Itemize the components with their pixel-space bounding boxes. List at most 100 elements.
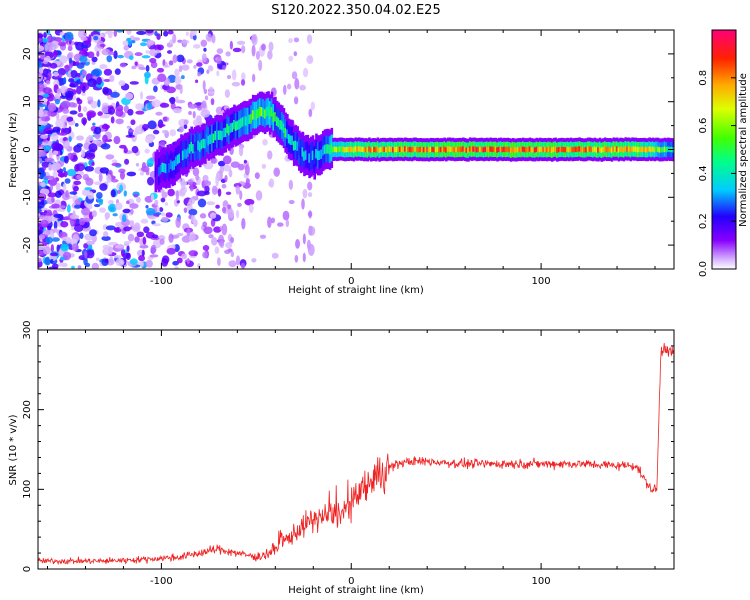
spectrogram-xtick-label: 0	[348, 276, 354, 287]
spectrogram-noise-blob	[282, 210, 290, 221]
spectrogram-noise-blob	[38, 229, 42, 235]
spectrogram-ridge-core	[339, 146, 342, 152]
spectrogram-noise-blob	[168, 233, 174, 243]
spectrogram-noise-blob	[52, 126, 61, 132]
spectrogram-noise-blob	[293, 51, 298, 57]
spectrogram-ridge-core	[318, 150, 322, 160]
spectrogram-noise-blob	[114, 68, 121, 75]
spectrogram-noise-blob	[225, 191, 232, 196]
spectrogram-noise-blob	[145, 95, 156, 100]
spectrogram-noise-blob	[307, 211, 313, 218]
spectrogram-noise-blob	[81, 92, 86, 96]
spectrogram-noise-blob	[44, 175, 55, 179]
spectrogram-ridge-core	[349, 146, 352, 152]
spectrogram-noise-blob	[294, 254, 299, 263]
spectrogram-noise-blob	[167, 50, 173, 54]
spectrogram-noise-blob	[150, 61, 158, 69]
spectrogram-noise-blob	[195, 79, 199, 84]
spectrogram-noise-blob	[46, 35, 54, 44]
spectrogram-noise-blob	[110, 189, 116, 198]
spectrogram-ridge-core	[453, 147, 457, 153]
spectrogram-noise-blob	[42, 87, 52, 94]
spectrogram-noise-blob	[288, 38, 293, 44]
spectrogram-noise-blob	[103, 78, 111, 83]
spectrogram-noise-blob	[94, 181, 102, 186]
spectrogram-ridge-core	[238, 119, 241, 130]
spectrogram-noise-blob	[291, 71, 298, 80]
spectrogram-noise-blob	[201, 100, 207, 109]
spectrogram-ridge-core	[419, 146, 422, 153]
spectrogram-noise-blob	[138, 66, 147, 70]
spectrogram-noise-blob	[108, 246, 113, 255]
spectrogram-noise-blob	[310, 101, 316, 111]
spectrogram-noise-blob	[166, 247, 176, 255]
spectrogram-noise-blob	[145, 50, 150, 54]
spectrogram-noise-blob	[45, 80, 51, 85]
spectrogram-ridge-core	[638, 146, 641, 153]
spectrogram-noise-blob	[56, 112, 60, 121]
spectrogram-ridge-core	[552, 146, 556, 153]
spectrogram-ridge-core	[520, 147, 523, 153]
spectrogram-ridge-core	[443, 146, 446, 152]
spectrogram-noise-blob	[99, 183, 108, 191]
spectrogram-noise-blob	[98, 199, 103, 206]
spectrogram-noise-blob	[221, 183, 227, 189]
snr-xtick-label: 0	[348, 576, 354, 587]
spectrogram-noise-blob	[174, 266, 179, 269]
spectrogram-noise-blob	[192, 167, 200, 177]
spectrogram-noise-blob	[188, 110, 192, 116]
spectrogram-ridge-core	[597, 147, 600, 153]
spectrogram-noise-blob	[181, 235, 191, 243]
spectrogram-noise-blob	[66, 204, 71, 213]
spectrogram-noise-blob	[69, 214, 80, 220]
spectrogram-noise-blob	[64, 178, 71, 184]
spectrogram-noise-blob	[116, 190, 121, 194]
spectrogram-noise-blob	[55, 118, 65, 128]
spectrogram-noise-blob	[41, 116, 51, 122]
spectrogram-ridge-core	[661, 147, 665, 153]
spectrogram-noise-blob	[187, 179, 194, 185]
spectrogram-noise-blob	[288, 179, 294, 190]
spectrogram-noise-blob	[244, 164, 250, 176]
spectrogram-noise-blob	[251, 73, 256, 83]
spectrogram-noise-blob	[301, 198, 305, 210]
spectrogram-noise-blob	[154, 212, 162, 216]
spectrogram-noise-blob	[62, 137, 68, 142]
spectrogram-noise-blob	[186, 201, 192, 211]
spectrogram-noise-blob	[123, 45, 129, 51]
spectrogram-noise-blob	[152, 129, 160, 135]
spectrogram-ridge-core	[321, 146, 325, 156]
spectrogram-noise-blob	[208, 65, 214, 72]
spectrogram-ridge-core	[479, 146, 482, 152]
spectrogram-ridge-core	[400, 146, 404, 152]
spectrogram-noise-blob	[248, 203, 254, 213]
spectrogram-ridge-core	[427, 147, 431, 153]
spectrogram-noise-blob	[49, 258, 54, 264]
spectrogram-noise-blob	[231, 69, 237, 81]
spectrogram-noise-blob	[235, 255, 241, 266]
spectrogram-noise-blob	[119, 171, 125, 180]
spectrogram-noise-blob	[196, 105, 202, 111]
spectrogram-noise-blob	[161, 191, 168, 199]
spectrogram-noise-blob	[270, 217, 276, 224]
spectrogram-ridge-core	[193, 142, 197, 152]
spectrogram-noise-blob	[180, 178, 186, 191]
spectrogram-ridge-core	[591, 147, 595, 153]
spectrogram-noise-blob	[243, 159, 247, 164]
spectrogram-ridge-core	[410, 147, 414, 153]
spectrogram-noise-blob	[131, 65, 137, 70]
spectrogram-noise-blob	[51, 162, 62, 171]
spectrogram-ridge-core	[501, 147, 504, 153]
spectrogram-noise-blob	[84, 250, 88, 259]
spectrogram-noise-blob	[49, 62, 58, 69]
spectrogram-ridge-core	[559, 146, 563, 153]
spectrogram-ridge-core	[455, 147, 458, 153]
spectrogram-noise-blob	[235, 210, 240, 219]
spectrogram-ridge-core	[627, 146, 631, 152]
spectrogram-ridge-core	[374, 147, 378, 153]
spectrogram-noise-blob	[75, 61, 80, 65]
spectrogram-noise-blob	[161, 216, 169, 222]
spectrogram-noise-blob	[240, 262, 246, 269]
spectrogram-noise-blob	[96, 76, 102, 86]
